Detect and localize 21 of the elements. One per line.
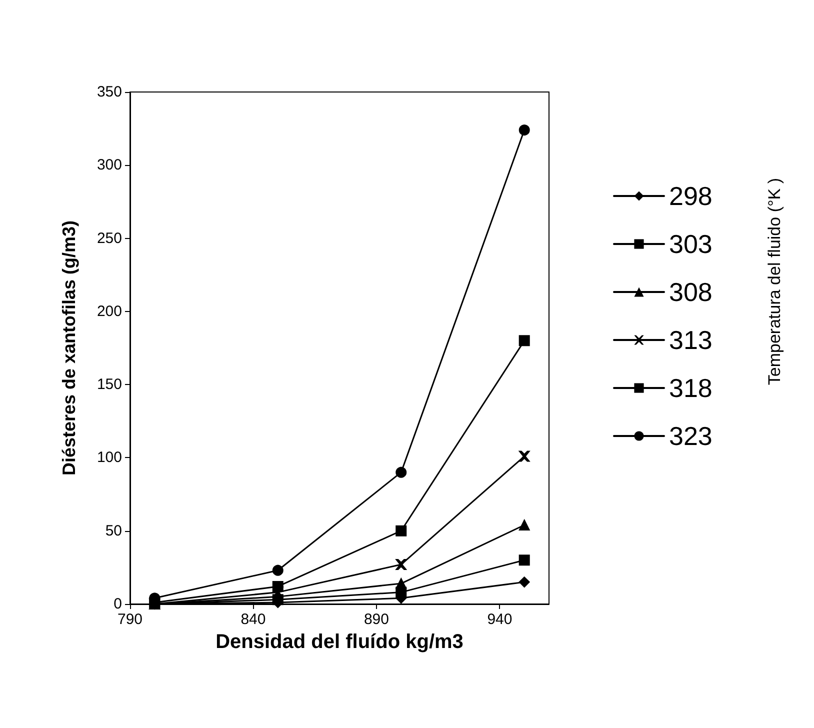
y-tick-label: 250 xyxy=(96,230,122,247)
y-axis-title: Diésteres de xantofilas (g/m3) xyxy=(59,220,79,476)
y-tick-label: 350 xyxy=(96,84,122,100)
legend-label: 313 xyxy=(669,325,712,355)
x-tick-label: 790 xyxy=(117,611,143,628)
y-tick-label: 200 xyxy=(96,302,122,320)
y-tick-label: 100 xyxy=(96,449,122,466)
legend-label: 318 xyxy=(669,373,712,403)
y-tick-label: 300 xyxy=(96,156,122,174)
legend-label: 303 xyxy=(669,229,712,259)
y-tick-label: 50 xyxy=(105,522,122,540)
legend-label: 323 xyxy=(669,421,712,451)
x-axis-title: Densidad del fluído kg/m3 xyxy=(216,630,464,653)
x-tick-label: 840 xyxy=(240,611,266,628)
y-tick-label: 150 xyxy=(96,376,122,394)
x-tick-label: 940 xyxy=(487,611,512,628)
legend-title: Temperatura del fluido (°K ) xyxy=(765,178,784,386)
legend-label: 308 xyxy=(669,277,712,307)
x-tick-label: 890 xyxy=(364,611,389,628)
legend-label: 298 xyxy=(669,181,712,211)
y-tick-label: 0 xyxy=(114,596,122,612)
